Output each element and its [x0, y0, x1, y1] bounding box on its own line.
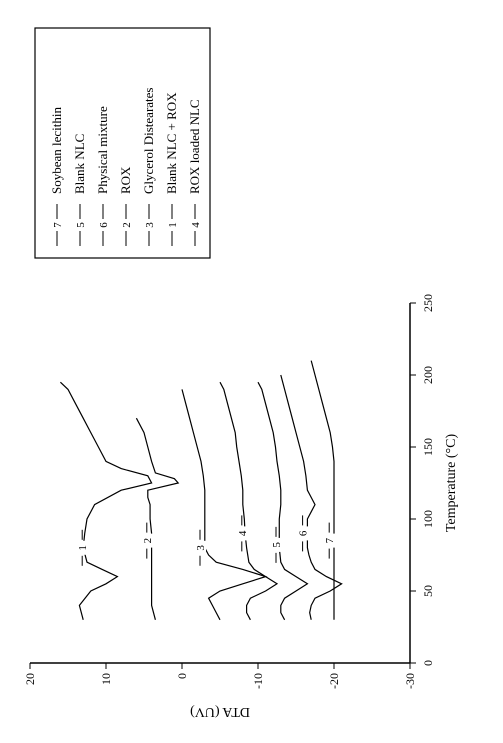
svg-text:-20: -20 [327, 673, 341, 689]
svg-text:4: 4 [237, 530, 249, 536]
svg-text:6: 6 [298, 530, 310, 536]
series-1 [60, 382, 151, 620]
x-axis-label: Temperature (°C) [444, 434, 459, 533]
legend-label: Soybean lecithin [49, 106, 64, 194]
svg-text:-10: -10 [251, 673, 265, 689]
svg-text:250: 250 [421, 294, 435, 312]
svg-text:7: 7 [324, 537, 336, 543]
series-6 [281, 375, 342, 620]
legend-label: Glycerol Distearates [141, 88, 156, 194]
series-4 [220, 382, 277, 620]
legend-marker: 2 [121, 222, 133, 228]
series-5 [258, 382, 307, 620]
legend-marker: 6 [98, 222, 110, 228]
legend-label: ROX [118, 166, 133, 194]
series-7 [311, 361, 334, 620]
series-3 [182, 389, 266, 619]
series-2 [136, 418, 178, 620]
svg-text:3: 3 [195, 545, 207, 551]
svg-text:0: 0 [175, 673, 189, 679]
legend-label: Blank NLC [72, 134, 87, 194]
svg-text:1: 1 [77, 545, 89, 551]
svg-text:100: 100 [421, 510, 435, 528]
legend-label: Physical mixture [95, 106, 110, 194]
svg-text:0: 0 [421, 660, 435, 666]
y-axis-label: DTA (UV) [190, 704, 250, 719]
dta-chart: 1 2 3 4 5 6 7 0 50 100 150 200 250 -30 -20 -10 0 10 20 Tem… [0, 0, 503, 743]
svg-text:20: 20 [23, 673, 37, 685]
svg-text:2: 2 [142, 538, 154, 544]
legend-label: ROX loaded NLC [187, 99, 202, 194]
legend-marker: 5 [75, 222, 87, 228]
svg-text:200: 200 [421, 366, 435, 384]
legend-marker: 7 [52, 222, 64, 228]
svg-text:-30: -30 [403, 673, 417, 689]
svg-text:5: 5 [271, 542, 283, 548]
legend-marker: 1 [167, 222, 179, 228]
legend-marker: 3 [144, 222, 156, 228]
svg-text:150: 150 [421, 438, 435, 456]
legend-label: Blank NLC + ROX [164, 92, 179, 194]
svg-text:50: 50 [421, 585, 435, 597]
legend-marker: 4 [190, 222, 202, 228]
svg-text:10: 10 [99, 673, 113, 685]
